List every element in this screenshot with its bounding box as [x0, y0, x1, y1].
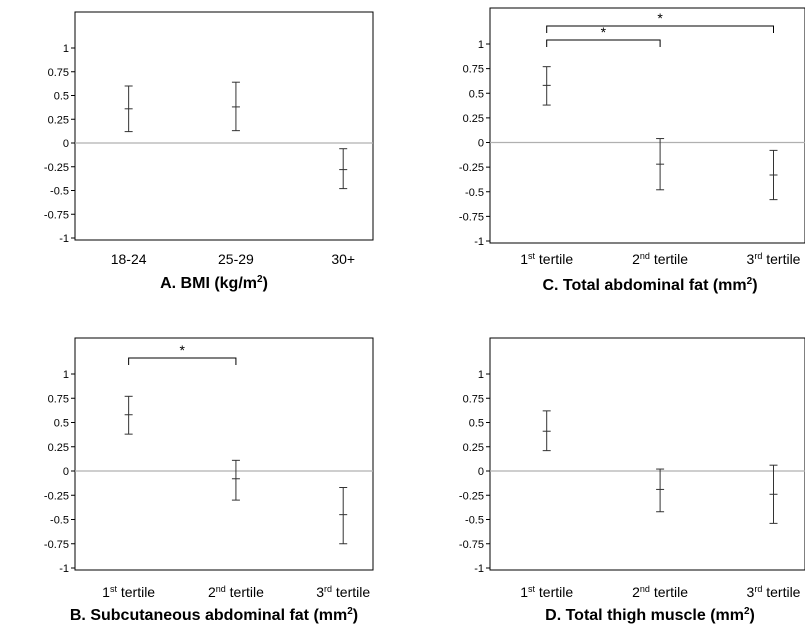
error-bar: [339, 486, 348, 545]
y-tick-label: 0.5: [469, 418, 484, 430]
y-tick-label: 0.5: [54, 91, 69, 103]
x-category-label: 2nd tertile: [632, 251, 688, 267]
y-tick-label: 0: [478, 466, 484, 478]
error-bar: [124, 395, 133, 435]
significance-star: *: [601, 24, 607, 40]
panel-title: B. Subcutaneous abdominal fat (mm2): [70, 606, 358, 624]
x-category-label: 3rd tertile: [747, 251, 801, 267]
error-bar: [231, 81, 240, 132]
plot-frame: [489, 7, 805, 244]
y-tick-label: -0.75: [44, 209, 69, 221]
y-tick-label: 0.25: [463, 442, 484, 454]
y-tick-label: -0.25: [44, 162, 69, 174]
x-category-label: 2nd tertile: [208, 584, 264, 600]
panel-title: A. BMI (kg/m2): [160, 274, 268, 292]
y-tick-label: -1: [474, 563, 484, 575]
y-tick-label: 0.25: [48, 114, 69, 126]
panel-b: 1 0.75 0.5 0.25 0 -0.25 -0.5 -0.75 -1 1st tertile…: [44, 337, 374, 624]
x-category-label: 1st tertile: [102, 584, 155, 600]
significance-bracket: *: [546, 24, 661, 47]
plot-frame: [74, 11, 374, 241]
panel-a: 1 0.75 0.5 0.25 0 -0.25 -0.5 -0.75 -1 18-24 25-29 3…: [44, 11, 374, 292]
error-bar: [769, 149, 778, 201]
y-tick-label: 0: [63, 466, 69, 478]
bracket-line: [128, 357, 237, 365]
error-bar: [769, 464, 778, 524]
x-category-label: 18-24: [111, 251, 147, 267]
error-bar: [542, 410, 551, 452]
x-category-label: 25-29: [218, 251, 254, 267]
y-tick-label: 0.75: [48, 393, 69, 405]
y-tick-label: -0.25: [44, 490, 69, 502]
y-tick-label: 1: [478, 369, 484, 381]
y-tick-label: 0.5: [54, 418, 69, 430]
bracket-line: [546, 25, 774, 33]
plot-frame: [489, 337, 805, 571]
error-bar: [542, 66, 551, 106]
error-bar: [231, 459, 240, 501]
y-tick-label: 1: [63, 43, 69, 55]
bracket-line: [546, 39, 661, 47]
y-tick-label: 0: [63, 138, 69, 150]
x-category-label: 2nd tertile: [632, 584, 688, 600]
x-category-label: 1st tertile: [520, 584, 573, 600]
error-bar: [656, 468, 665, 513]
y-tick-label: 0.75: [48, 67, 69, 79]
error-bar: [339, 148, 348, 190]
significance-star: *: [180, 342, 186, 358]
significance-bracket: *: [128, 342, 237, 365]
y-tick-label: -0.25: [459, 162, 484, 174]
y-tick-label: 0.25: [463, 113, 484, 125]
y-tick-label: 1: [478, 39, 484, 51]
plot-frame: [74, 337, 374, 571]
y-tick-label: -1: [59, 233, 69, 245]
y-tick-label: -0.5: [50, 186, 69, 198]
y-tick-label: 0.25: [48, 442, 69, 454]
y-tick-label: -0.75: [44, 539, 69, 551]
y-tick-label: 1: [63, 369, 69, 381]
panel-title: C. Total abdominal fat (mm2): [542, 276, 757, 294]
y-tick-label: -0.75: [459, 539, 484, 551]
panel-title: D. Total thigh muscle (mm2): [545, 606, 755, 624]
error-bar: [124, 85, 133, 133]
panel-d: 1 0.75 0.5 0.25 0 -0.25 -0.5 -0.75 -1 1st tertile…: [459, 337, 805, 624]
x-category-label: 1st tertile: [520, 251, 573, 267]
x-category-label: 3rd tertile: [316, 584, 370, 600]
y-tick-label: 0.5: [469, 88, 484, 100]
y-tick-label: -1: [474, 236, 484, 248]
y-tick-label: -0.25: [459, 490, 484, 502]
y-tick-label: -0.75: [459, 211, 484, 223]
x-category-label: 3rd tertile: [747, 584, 801, 600]
y-tick-label: -0.5: [465, 515, 484, 527]
y-tick-label: 0: [478, 138, 484, 150]
y-tick-label: -1: [59, 563, 69, 575]
y-tick-label: -0.5: [465, 187, 484, 199]
y-tick-label: 0.75: [463, 393, 484, 405]
significance-star: *: [657, 10, 663, 26]
panel-c: 1 0.75 0.5 0.25 0 -0.25 -0.5 -0.75 -1 1st tertile…: [459, 7, 805, 294]
significance-bracket: *: [546, 10, 774, 33]
error-bar: [656, 138, 665, 191]
y-tick-label: -0.5: [50, 515, 69, 527]
x-category-label: 30+: [331, 251, 355, 267]
y-tick-label: 0.75: [463, 64, 484, 76]
